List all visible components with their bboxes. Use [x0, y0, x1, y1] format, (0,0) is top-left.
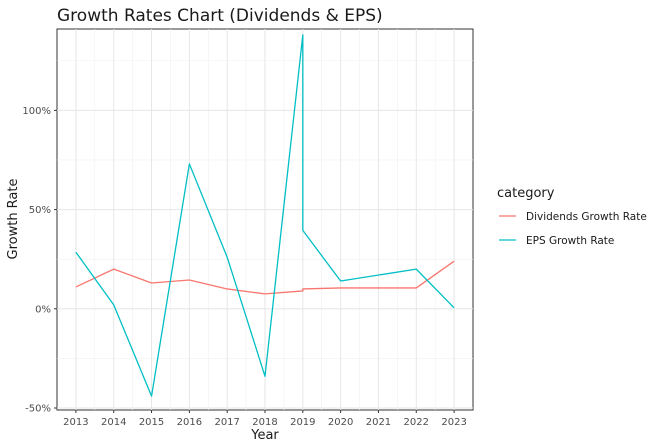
y-axis-title: Growth Rate [6, 179, 21, 260]
x-tick-label: 2023 [441, 417, 466, 428]
y-tick-label: -50% [25, 404, 51, 415]
series-lines [75, 34, 455, 397]
legend: category Dividends Growth Rate EPS Growth… [497, 186, 647, 247]
x-tick-label: 2018 [252, 417, 277, 428]
x-tick-label: 2015 [139, 417, 164, 428]
y-tick-label: 0% [35, 304, 51, 315]
x-tick-label: 2020 [328, 417, 353, 428]
legend-label-0: Dividends Growth Rate [526, 211, 647, 223]
y-tick-label: 50% [29, 205, 51, 216]
series-line-eps-growth-rate [75, 34, 455, 397]
x-tick-label: 2016 [177, 417, 202, 428]
x-tick-label: 2019 [290, 417, 315, 428]
y-tick-label: 100% [22, 106, 51, 117]
x-axis-title: Year [250, 428, 279, 443]
y-axis-ticks: -50% 0% 50% 100% [22, 106, 57, 415]
x-axis-ticks: 2013 2014 2015 2016 2017 2018 2019 2020 2021 2022… [63, 410, 467, 428]
legend-title: category [497, 186, 555, 201]
x-tick-label: 2022 [404, 417, 429, 428]
chart-title: Growth Rates Chart (Dividends & EPS) [57, 6, 383, 26]
x-tick-label: 2014 [101, 417, 126, 428]
series-line-dividends-growth-rate [75, 260, 455, 295]
legend-label-1: EPS Growth Rate [526, 235, 614, 247]
x-tick-label: 2013 [63, 417, 88, 428]
x-tick-label: 2017 [214, 417, 239, 428]
x-tick-label: 2021 [366, 417, 391, 428]
